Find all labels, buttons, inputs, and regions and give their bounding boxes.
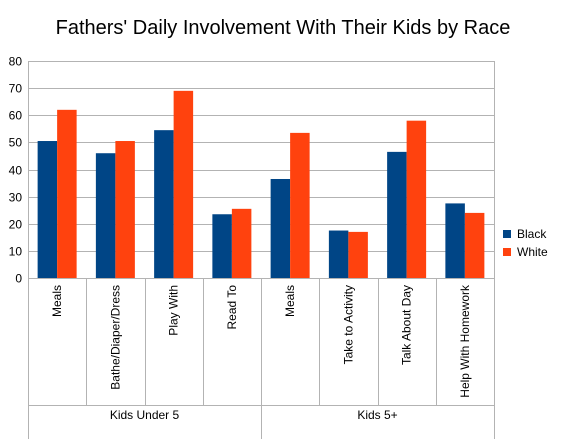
bar-black — [445, 203, 465, 278]
bar-white — [57, 109, 77, 278]
bar-white — [290, 132, 310, 278]
legend: Black White — [503, 227, 548, 259]
x-category-label: Read To — [225, 285, 239, 330]
axes — [28, 61, 495, 439]
bar-black — [37, 141, 58, 278]
bar-black — [387, 151, 407, 278]
bar-white — [231, 208, 252, 278]
x-category-labels: Meals Bathe/Diaper/Dress Play With Read To M… — [50, 284, 472, 398]
bar-black — [212, 214, 232, 278]
x-category-label: Bathe/Diaper/Dress — [108, 285, 122, 390]
x-category-label: Help With Homework — [458, 284, 472, 398]
y-tick-label: 50 — [9, 136, 23, 150]
bar-white — [115, 141, 135, 278]
y-tick-label: 70 — [9, 82, 23, 96]
y-tick-label: 30 — [9, 191, 23, 205]
y-tick-label: 60 — [9, 109, 23, 123]
x-category-label: Meals — [50, 285, 64, 317]
chart-title: Fathers' Daily Involvement With Their Ki… — [56, 17, 511, 39]
bar-black — [154, 130, 174, 278]
y-tick-label: 40 — [9, 164, 23, 178]
bar-white — [173, 90, 194, 279]
bar-white — [406, 120, 427, 278]
y-tick-labels: 0 10 20 30 40 50 60 70 80 — [9, 55, 23, 286]
x-group-labels: Kids Under 5 Kids 5+ — [110, 408, 398, 422]
bar-black — [95, 153, 116, 278]
x-category-label: Meals — [283, 285, 297, 317]
legend-label: White — [517, 245, 548, 259]
bars — [37, 90, 485, 279]
legend-label: Black — [517, 227, 547, 241]
bar-white — [348, 231, 368, 278]
y-tick-label: 20 — [9, 218, 23, 232]
legend-swatch — [503, 230, 511, 238]
legend-swatch — [503, 248, 511, 256]
y-tick-label: 80 — [9, 55, 23, 69]
x-category-label: Play With — [167, 285, 181, 336]
x-group-label: Kids Under 5 — [110, 408, 180, 422]
x-category-label: Talk About Day — [400, 285, 414, 365]
x-category-label: Take to Activity — [341, 285, 355, 364]
bar-black — [328, 230, 349, 278]
x-group-label: Kids 5+ — [357, 408, 397, 422]
bar-black — [270, 178, 291, 278]
y-tick-label: 10 — [9, 245, 23, 259]
bar-white — [464, 212, 485, 278]
y-tick-label: 0 — [15, 272, 22, 286]
